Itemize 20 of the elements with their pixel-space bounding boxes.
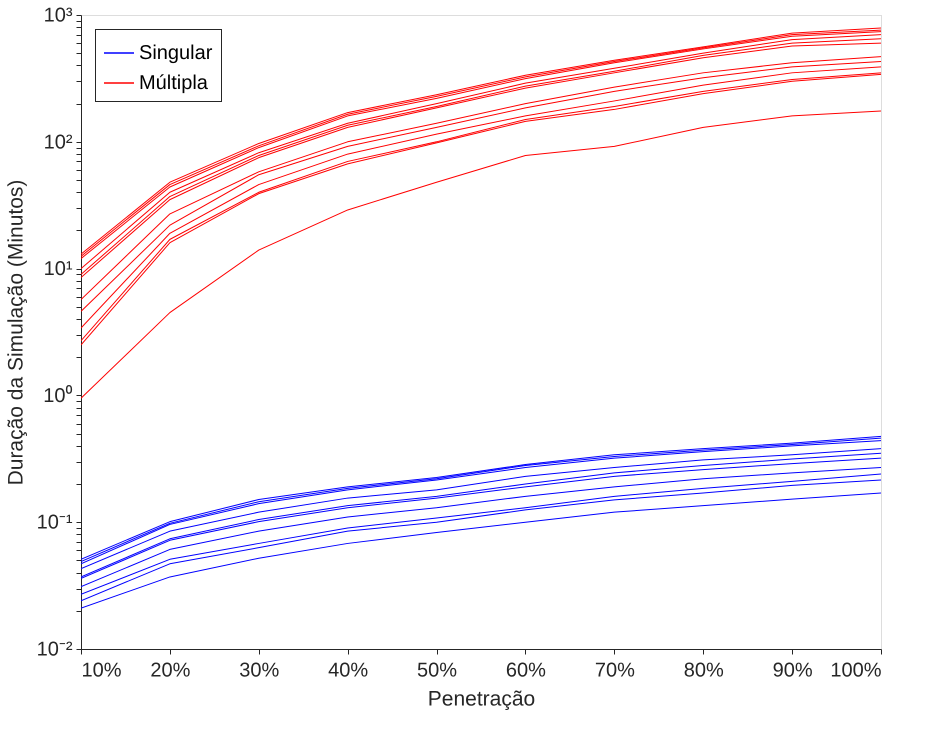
y-tick-label: 10⁻²: [36, 638, 73, 660]
x-tick-label: 50%: [417, 660, 458, 682]
x-tick-label: 70%: [594, 660, 636, 682]
x-axis-title: Penetração: [428, 688, 536, 710]
x-tick-label: 30%: [239, 660, 280, 682]
x-tick-label: 60%: [506, 660, 546, 682]
y-tick-label: 10⁻¹: [36, 512, 73, 534]
x-tick-label: 40%: [328, 660, 368, 682]
y-tick-label: 10¹: [44, 258, 73, 280]
x-tick-label: 100%: [830, 660, 882, 682]
y-tick-label: 10³: [44, 4, 73, 26]
y-tick-label: 10⁰: [43, 384, 72, 407]
legend-label: Singular: [139, 42, 213, 64]
x-tick-label: 90%: [772, 660, 813, 682]
y-tick-label: 10²: [44, 131, 73, 154]
x-tick-label: 20%: [150, 660, 191, 682]
y-axis-title: Duração da Simulação (Minutos): [4, 180, 28, 486]
legend-label: Múltipla: [139, 72, 209, 94]
x-tick-label: 80%: [684, 660, 724, 682]
x-tick-label: 10%: [82, 660, 122, 682]
